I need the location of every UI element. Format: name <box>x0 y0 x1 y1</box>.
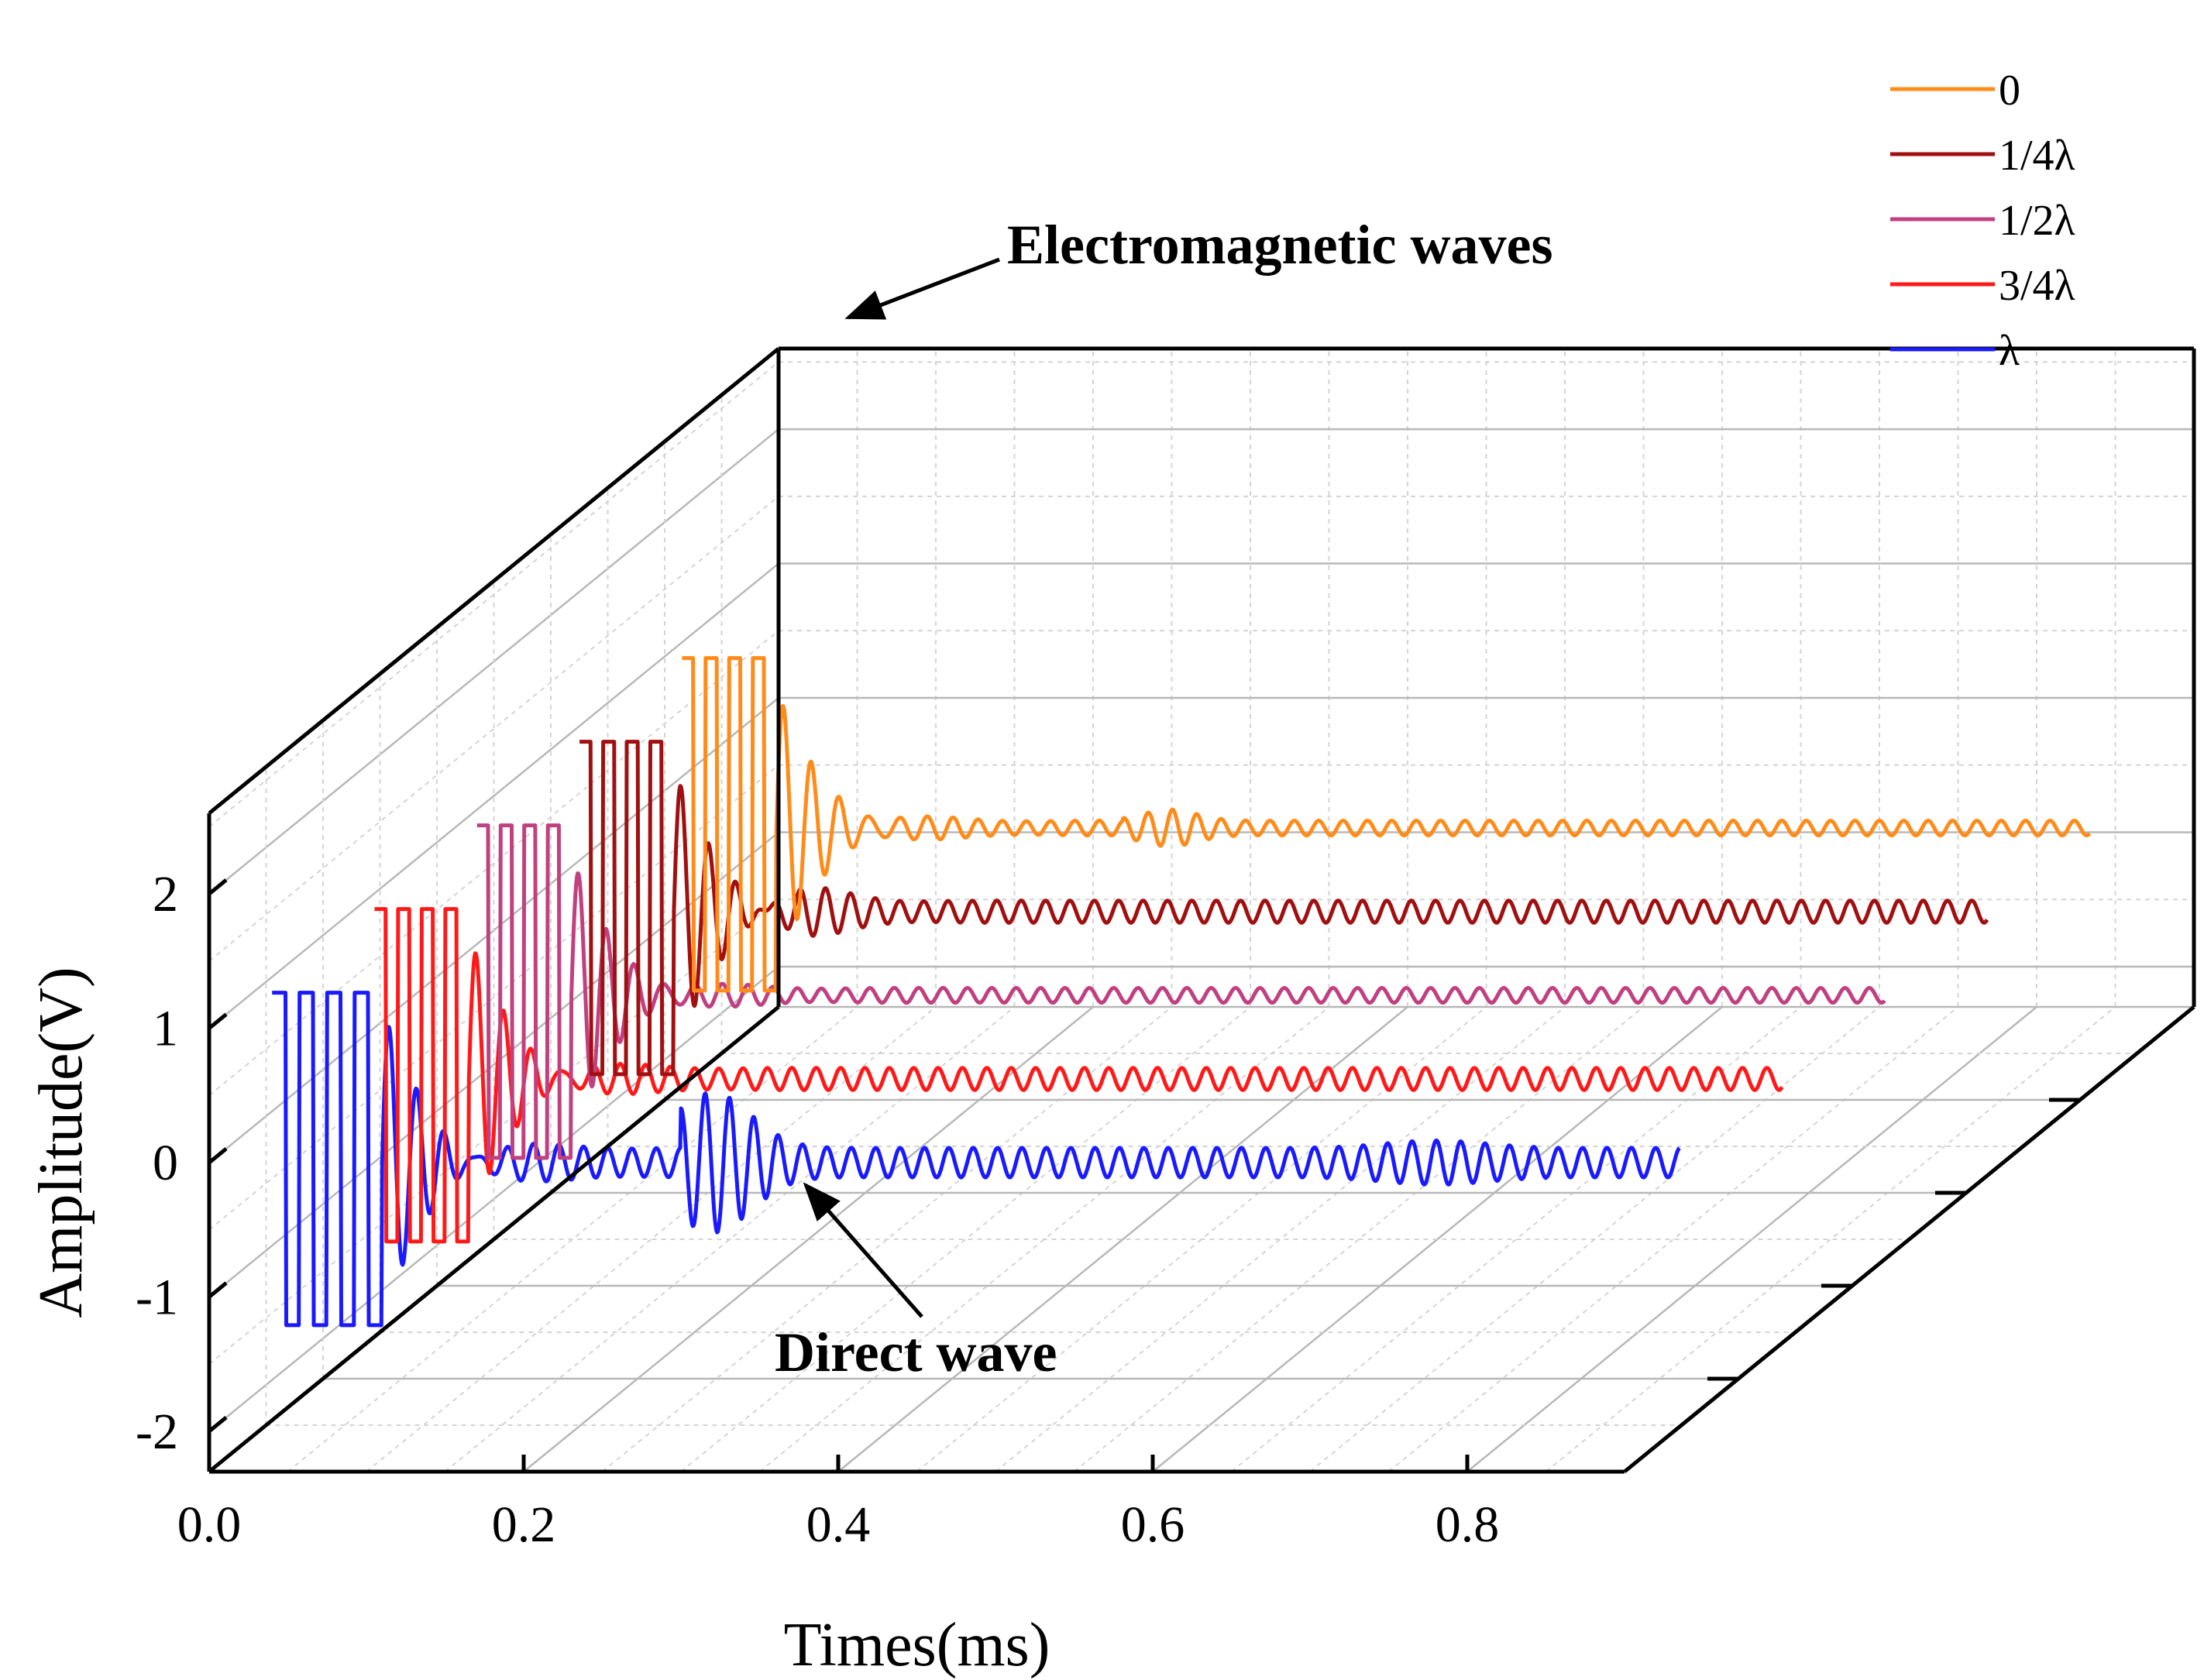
series-line-3/4λ <box>373 907 1784 1244</box>
series-line-1/4λ <box>578 740 1989 1077</box>
side-wall-grid-line <box>208 898 779 1365</box>
side-wall-grid-line <box>208 562 779 1029</box>
side-wall-grid-line <box>208 496 779 962</box>
floor-grid-line <box>758 1006 1330 1472</box>
series-line-0 <box>680 656 2092 993</box>
direct-wave-arrow <box>803 1182 923 1318</box>
floor-left-edge <box>208 1005 780 1473</box>
floor-right-edge <box>1623 1005 2195 1473</box>
top-left-edge <box>208 347 780 815</box>
direct-wave-annotation: Direct wave <box>775 1321 1057 1383</box>
y-tick-mark <box>208 1147 228 1164</box>
floor-grid-line <box>523 1006 1094 1472</box>
y-tick-label: -1 <box>136 1269 178 1325</box>
series-line-λ <box>270 991 1681 1328</box>
annotations: Electromagnetic waves Direct wave <box>775 214 1552 1383</box>
floor-grid-line <box>1387 1006 1959 1472</box>
side-wall-grid-line <box>208 764 779 1231</box>
axis-labels: 0.0 0.2 0.4 0.6 0.8 2 1 0 -1 -2 Times(ms) Amplitude… <box>27 866 2080 1679</box>
legend-label: 3/4λ <box>1999 262 2075 310</box>
floor-grid-line <box>287 1006 858 1472</box>
y-tick-mark <box>208 878 228 896</box>
floor-grid-line <box>680 1006 1251 1472</box>
floor-grid-line <box>1073 1006 1645 1472</box>
plot-area <box>270 656 2092 1328</box>
floor-grid-line <box>444 1006 1016 1472</box>
x-tick-label: 0.0 <box>177 1496 242 1553</box>
legend: 0 1/4λ 1/2λ 3/4λ λ <box>1890 67 2075 375</box>
y-tick-label: 0 <box>153 1135 178 1191</box>
y-tick-mark <box>208 1416 228 1433</box>
floor-grid-line <box>916 1006 1487 1472</box>
floor-grid-line <box>366 1006 937 1472</box>
y-axis-title: Amplitude(V) <box>27 967 95 1318</box>
floor-grid-line <box>1545 1006 2116 1472</box>
y-tick-label: 2 <box>153 866 178 922</box>
electromagnetic-waves-annotation: Electromagnetic waves <box>1007 214 1552 276</box>
legend-label: 0 <box>1999 67 2020 115</box>
x-tick-label: 0.4 <box>806 1496 871 1553</box>
floor-grid-line <box>601 1006 1173 1472</box>
floor-grid-line <box>1309 1006 1880 1472</box>
y-tick-mark <box>208 1012 228 1030</box>
x-tick-label: 0.6 <box>1121 1496 1185 1553</box>
y-tick-mark <box>208 1281 228 1299</box>
x-tick-label: 0.8 <box>1436 1496 1500 1553</box>
grid <box>208 349 2195 1472</box>
y-tick-label: -2 <box>136 1403 178 1460</box>
floor-grid-line <box>995 1006 1566 1472</box>
side-wall-grid-line <box>208 361 779 828</box>
y-tick-label: 1 <box>153 1001 178 1057</box>
x-axis-title: Times(ms) <box>784 1611 1050 1679</box>
legend-label: λ <box>1999 327 2020 375</box>
legend-label: 1/2λ <box>1999 197 2075 245</box>
series-line-1/2λ <box>476 823 1886 1160</box>
side-wall-grid-line <box>208 630 779 1097</box>
side-wall-grid-line <box>208 831 779 1298</box>
electromagnetic-waves-arrow <box>844 257 1000 320</box>
x-tick-label: 0.2 <box>492 1496 556 1553</box>
axes-frame <box>207 346 2196 1474</box>
floor-grid-line <box>1230 1006 1802 1472</box>
legend-label: 1/4λ <box>1999 132 2075 180</box>
